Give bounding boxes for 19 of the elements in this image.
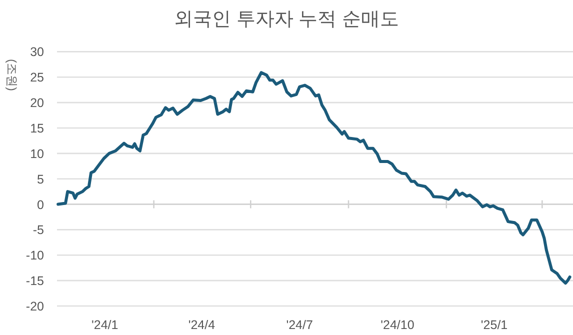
y-tick-label: -5 xyxy=(32,223,44,238)
y-tick-label: 20 xyxy=(30,96,44,110)
x-tick-label: '24/10 xyxy=(380,318,414,332)
y-tick-label: 10 xyxy=(30,146,44,161)
x-tick-label: '25/1 xyxy=(480,318,508,332)
y-tick-label: -20 xyxy=(26,300,44,314)
x-tick-label: '24/4 xyxy=(188,318,216,332)
y-tick-label: 0 xyxy=(37,198,44,212)
y-axis-title: (조원) xyxy=(5,59,19,91)
line-series xyxy=(56,71,572,285)
y-tick-label: -15 xyxy=(26,274,44,288)
x-tick-label: '24/1 xyxy=(92,318,118,332)
y-tick-label: -10 xyxy=(26,248,44,263)
y-tick-label: 15 xyxy=(30,121,44,136)
y-tick-label: 25 xyxy=(30,70,44,85)
y-tick-label: 5 xyxy=(37,172,44,186)
x-tick-label: '24/7 xyxy=(286,318,313,332)
y-tick-label: 30 xyxy=(30,45,44,60)
chart-title: 외국인 투자자 누적 순매도 xyxy=(174,9,399,30)
